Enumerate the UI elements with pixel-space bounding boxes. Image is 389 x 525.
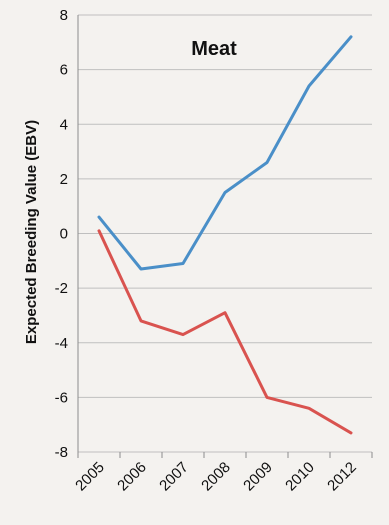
y-tick-label: -8 (55, 444, 68, 461)
y-tick-label: 4 (60, 116, 68, 133)
y-tick-label: 8 (60, 7, 68, 24)
x-tick-label: 2010 (282, 459, 318, 495)
x-tick-label: 2007 (156, 459, 192, 495)
y-axis-label: Expected Breeding Value (EBV) (23, 120, 40, 344)
series-line-2 (97, 229, 353, 435)
y-tick-label: -6 (55, 389, 68, 406)
x-tick-label: 2009 (240, 459, 276, 495)
y-tick-label: 6 (60, 62, 68, 79)
series-layer (97, 35, 353, 435)
series-line-1 (97, 35, 353, 271)
x-tick-label: 2006 (114, 459, 150, 495)
y-tick-label: 2 (60, 171, 68, 188)
axis-layer (77, 15, 373, 458)
x-tick-label: 2008 (198, 459, 234, 495)
y-tick-label: -2 (55, 280, 68, 297)
y-tick-label: -4 (55, 335, 68, 352)
y-tick-label: 0 (60, 226, 68, 243)
x-tick-label: 2012 (324, 459, 360, 495)
chart-title: Meat (191, 38, 237, 60)
x-tick-label: 2005 (72, 459, 108, 495)
grid-layer (78, 14, 372, 453)
